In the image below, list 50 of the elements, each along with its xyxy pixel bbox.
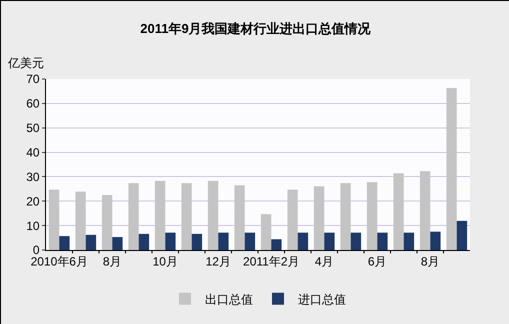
bar xyxy=(234,185,245,250)
bar xyxy=(287,190,298,250)
x-tick-label: 8月 xyxy=(102,254,122,268)
bar xyxy=(324,232,335,250)
bar xyxy=(404,232,414,250)
legend-label: 出口总值 xyxy=(205,292,253,306)
bar xyxy=(154,180,166,250)
bar xyxy=(165,232,176,250)
legend-label: 进口总值 xyxy=(298,292,346,306)
y-tick-label: 70 xyxy=(26,72,40,86)
bar xyxy=(420,171,430,250)
bar xyxy=(192,234,202,250)
bar xyxy=(298,232,308,250)
bar xyxy=(350,232,362,250)
x-tick-label: 4月 xyxy=(314,254,334,268)
bar xyxy=(218,232,229,250)
bar xyxy=(86,234,96,250)
y-tick-label: 20 xyxy=(26,194,40,208)
bar xyxy=(112,237,123,250)
bar xyxy=(314,186,324,250)
x-tick-label: 2011年2月 xyxy=(243,254,300,268)
bar xyxy=(59,236,70,250)
x-tick-label: 10月 xyxy=(152,254,178,268)
x-tick-label: 6月 xyxy=(368,254,387,268)
y-tick-label: 10 xyxy=(26,218,40,233)
bar xyxy=(393,173,404,250)
y-tick-label: 50 xyxy=(26,121,40,136)
bar xyxy=(456,220,468,250)
y-tick-label: 60 xyxy=(26,96,40,111)
x-tick-label: 8月 xyxy=(420,254,440,268)
y-tick-label: 40 xyxy=(26,145,40,160)
chart-title: 2011年9月我国建材行业进出口总值情况 xyxy=(140,20,372,36)
bar xyxy=(244,232,256,250)
bar xyxy=(340,183,351,250)
bar xyxy=(260,214,272,250)
bar xyxy=(366,182,378,250)
bar xyxy=(208,180,218,250)
y-tick-label: 30 xyxy=(26,170,40,184)
bar xyxy=(181,183,192,250)
y-axis-title: 亿美元 xyxy=(7,56,44,70)
bar xyxy=(48,190,60,250)
bar xyxy=(75,192,86,250)
bar xyxy=(271,239,282,250)
x-tick-label: 12月 xyxy=(206,254,231,268)
bar xyxy=(377,232,388,250)
bar xyxy=(128,183,139,250)
bar xyxy=(102,195,112,250)
bar xyxy=(138,234,150,250)
bar xyxy=(446,88,457,250)
bar xyxy=(430,232,441,250)
